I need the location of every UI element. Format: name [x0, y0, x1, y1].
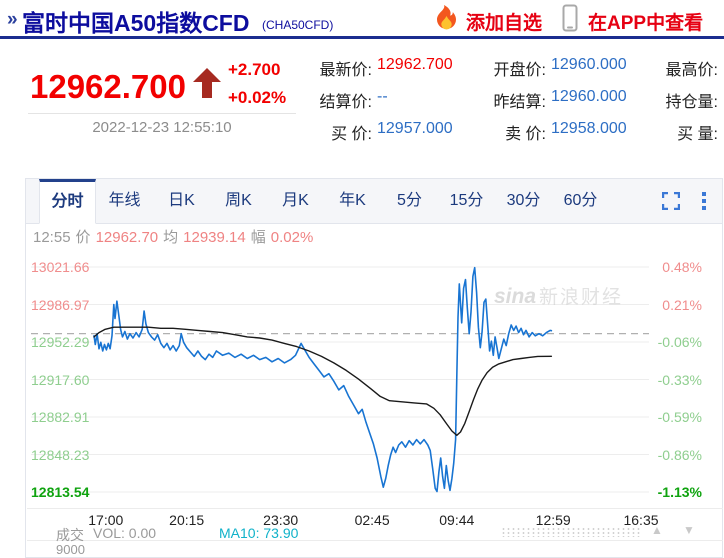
page-title: 富时中国A50指数CFD — [22, 10, 250, 36]
pane-resize-handle[interactable] — [501, 527, 641, 537]
percent-axis-tick: -0.59% — [657, 409, 702, 425]
y-axis-tick: 12952.29 — [31, 334, 90, 350]
watermark-cn: 新浪财经 — [539, 287, 624, 308]
volume-axis-partial: 9000 — [56, 542, 85, 557]
quote-field-value: 12960.000 — [551, 56, 627, 73]
quote-field-value: -- — [377, 88, 388, 105]
quote-field-label: 最新价: — [319, 62, 372, 79]
tab-7[interactable]: 5分 — [397, 192, 422, 209]
quote-field-label: 昨结算: — [493, 94, 546, 111]
percent-axis-tick: -0.33% — [657, 371, 702, 388]
watermark-latin: sina — [494, 285, 537, 308]
tab-9[interactable]: 30分 — [506, 192, 541, 209]
average-line — [93, 326, 553, 437]
flame-icon — [432, 5, 456, 31]
last-price: 12962.700 — [30, 68, 186, 105]
chart-info-line: 12:55 价 12962.70 均 12939.14 幅 0.02% — [33, 226, 318, 247]
scroll-down-icon[interactable]: ▼ — [683, 523, 695, 537]
volume-value: VOL: 0.00 — [93, 525, 157, 541]
x-axis-tick: 20:15 — [169, 512, 205, 528]
percent-axis-tick: -0.86% — [657, 446, 702, 463]
view-in-app-link[interactable]: 在APP中查看 — [588, 13, 704, 34]
quote-field-value: 12957.000 — [377, 120, 453, 137]
x-axis-tick: 12:59 — [535, 512, 571, 528]
quote-field-label: 卖 价: — [505, 126, 546, 143]
symbol-code: (CHA50CFD) — [262, 18, 334, 32]
watermark: sina 新浪财经 — [494, 282, 623, 309]
chart-tabbar: 分时 年线 日K 周K 月K 年K 5分 15分 30分 60分 — [26, 179, 722, 224]
y-axis-tick: 12917.60 — [31, 371, 90, 388]
tab-1[interactable]: 分时 — [39, 179, 96, 224]
quote-field-label: 买 价: — [331, 126, 372, 143]
page: { "header": { "breadcrumb_icon": "»", "t… — [0, 4, 724, 558]
x-axis-tick: 17:00 — [88, 512, 124, 528]
percent-axis-tick: -1.13% — [657, 484, 702, 500]
quote-field-label: 持仓量: — [665, 94, 718, 111]
tab-6[interactable]: 年K — [339, 192, 366, 209]
tab-5[interactable]: 月K — [282, 192, 309, 209]
intraday-chart[interactable] — [31, 256, 649, 508]
tab-3[interactable]: 日K — [168, 192, 195, 209]
phone-icon — [562, 4, 578, 32]
quote-timestamp: 2022-12-23 12:55:10 — [92, 119, 232, 136]
quote-field-label: 开盘价: — [493, 62, 546, 79]
y-axis-tick: 12848.23 — [31, 446, 90, 463]
time-axis-divider — [27, 508, 723, 509]
volume-pane-divider — [27, 540, 723, 541]
ma10-value: MA10: 73.90 — [219, 525, 299, 541]
quote-field-value: 12958.000 — [551, 120, 627, 137]
price-divider — [28, 113, 296, 114]
volume-label: 成交 — [56, 527, 84, 543]
quote-field-label: 结算价: — [319, 94, 372, 111]
y-axis-tick: 12882.91 — [31, 409, 90, 425]
chart-info-part: 价 — [75, 229, 91, 246]
tab-8[interactable]: 15分 — [449, 192, 484, 209]
quote-field-label: 买 量: — [677, 126, 718, 143]
tab-10[interactable]: 60分 — [563, 192, 598, 209]
tab-4[interactable]: 周K — [225, 192, 252, 209]
price-change-percent: +0.02% — [228, 88, 287, 107]
y-axis-tick: 12813.54 — [31, 484, 90, 500]
x-axis-tick: 02:45 — [354, 512, 390, 528]
percent-axis-tick: 0.48% — [662, 259, 702, 275]
price-change: +2.700 — [228, 60, 281, 79]
add-watchlist-link[interactable]: 添加自选 — [466, 13, 543, 34]
quote-field-value: 12960.000 — [551, 88, 627, 105]
percent-axis-tick: 0.21% — [662, 296, 702, 313]
percent-axis-tick: -0.06% — [657, 334, 702, 350]
chart-info-part: 均 — [163, 229, 179, 246]
scroll-up-icon[interactable]: ▲ — [651, 523, 663, 537]
breadcrumb-chevron-icon: » — [7, 9, 18, 30]
chart-widget: 分时 年线 日K 周K 月K 年K 5分 15分 30分 60分 12:55 价 12962.70 均 1… — [25, 178, 723, 558]
tab-2[interactable]: 年线 — [108, 192, 141, 209]
chart-info-part: 12962.70 — [95, 229, 159, 246]
chart-info-part: 0.02% — [270, 229, 314, 246]
quote-field-label: 最高价: — [665, 62, 718, 79]
y-axis-tick: 13021.66 — [31, 259, 90, 275]
more-options-icon[interactable] — [702, 192, 706, 210]
up-arrow-icon — [192, 68, 222, 100]
x-axis-tick: 16:35 — [623, 512, 659, 528]
chart-info-part: 12939.14 — [183, 229, 246, 246]
chart-info-part: 幅 — [250, 229, 266, 246]
x-axis-tick: 09:44 — [439, 512, 475, 528]
quote-field-value: 12962.700 — [377, 56, 453, 73]
fullscreen-icon[interactable] — [661, 191, 681, 211]
x-axis-tick: 23:30 — [263, 512, 299, 528]
chart-info-part: 12:55 — [33, 229, 71, 246]
header-divider — [0, 36, 724, 39]
y-axis-tick: 12986.97 — [31, 296, 90, 313]
